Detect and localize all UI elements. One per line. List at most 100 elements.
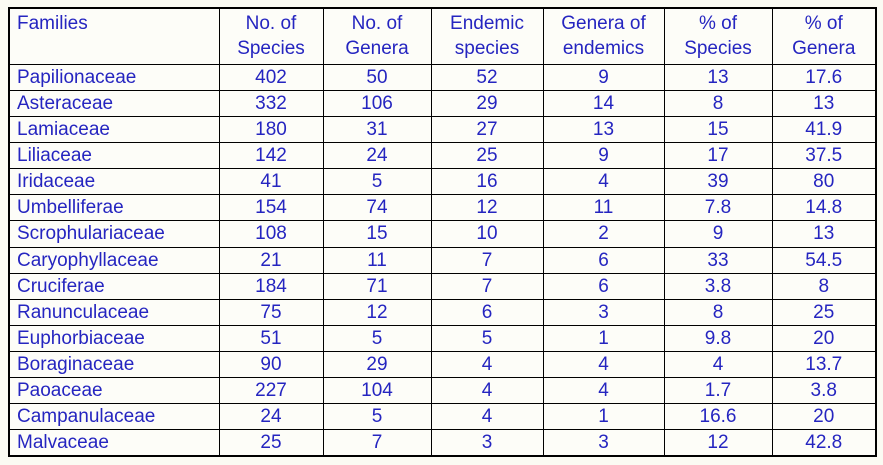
table-cell: 17.6	[771, 63, 877, 92]
table-cell: 50	[322, 63, 432, 92]
table-row: Iridaceae 41 5 16 4 39 80	[8, 168, 877, 196]
table-cell: 39	[663, 168, 773, 196]
table-cell: 11	[542, 194, 665, 222]
family-name-cell: Cruciferae	[8, 272, 220, 300]
table-cell: 13.7	[771, 350, 877, 378]
table-row: Boraginaceae 90 29 4 4 4 13.7	[8, 350, 877, 378]
table-cell: 108	[218, 220, 324, 248]
table-cell: 9	[542, 63, 665, 92]
table-cell: 5	[322, 168, 432, 196]
family-name-cell: Scrophulariaceae	[8, 220, 220, 248]
table-cell: 74	[322, 194, 432, 222]
table-cell: 52	[430, 63, 544, 92]
table-cell: 13	[542, 116, 665, 144]
table-cell: 33	[663, 246, 773, 274]
table-cell: 71	[322, 272, 432, 300]
table-cell: 4	[542, 168, 665, 196]
column-header-genera-of-endemics: Genera of endemics	[542, 7, 665, 65]
table-cell: 15	[663, 116, 773, 144]
table-cell: 21	[218, 246, 324, 274]
table-cell: 9	[663, 220, 773, 248]
table-cell: 11	[322, 246, 432, 274]
table-cell: 20	[771, 324, 877, 352]
table-cell: 4	[430, 376, 544, 405]
table-cell: 9	[542, 142, 665, 170]
table-cell: 4	[542, 350, 665, 378]
family-name-cell: Asteraceae	[8, 90, 220, 118]
table-row: Asteraceae 332 106 29 14 8 13	[8, 90, 877, 118]
column-header-endemic-species: Endemic species	[430, 7, 544, 65]
family-name-cell: Ranunculaceae	[8, 298, 220, 326]
table-row: Papilionaceae 402 50 52 9 13 17.6	[8, 63, 877, 92]
table-row: Campanulaceae 24 5 4 1 16.6 20	[8, 403, 877, 431]
table-cell: 1.7	[663, 376, 773, 405]
table-cell: 42.8	[771, 429, 877, 457]
table-cell: 7	[322, 429, 432, 457]
table-cell: 25	[771, 298, 877, 326]
table-cell: 27	[430, 116, 544, 144]
header-row: Families No. of Species No. of Genera En…	[8, 7, 877, 65]
column-header-no-of-species: No. of Species	[218, 7, 324, 65]
family-name-cell: Malvaceae	[8, 429, 220, 457]
table-cell: 37.5	[771, 142, 877, 170]
table-cell: 402	[218, 63, 324, 92]
column-header-pct-of-species: % of Species	[663, 7, 773, 65]
table-cell: 13	[771, 220, 877, 248]
table-cell: 51	[218, 324, 324, 352]
table-cell: 5	[322, 403, 432, 431]
table-cell: 4	[663, 350, 773, 378]
table-cell: 3.8	[771, 376, 877, 405]
table-row: Scrophulariaceae 108 15 10 2 9 13	[8, 220, 877, 248]
table-cell: 8	[771, 272, 877, 300]
table-cell: 20	[771, 403, 877, 431]
table-cell: 14	[542, 90, 665, 118]
table-cell: 142	[218, 142, 324, 170]
table-row: Cruciferae 184 71 7 6 3.8 8	[8, 272, 877, 300]
table-cell: 104	[322, 376, 432, 405]
table-cell: 3	[542, 429, 665, 457]
table-row: Lamiaceae 180 31 27 13 15 41.9	[8, 116, 877, 144]
family-name-cell: Boraginaceae	[8, 350, 220, 378]
table-cell: 5	[322, 324, 432, 352]
table-cell: 9.8	[663, 324, 773, 352]
table-cell: 6	[542, 272, 665, 300]
table-cell: 332	[218, 90, 324, 118]
table-cell: 31	[322, 116, 432, 144]
table-cell: 4	[430, 350, 544, 378]
table-row: Umbelliferae 154 74 12 11 7.8 14.8	[8, 194, 877, 222]
family-name-cell: Papilionaceae	[8, 63, 220, 92]
family-name-cell: Lamiaceae	[8, 116, 220, 144]
table-cell: 54.5	[771, 246, 877, 274]
table-cell: 7	[430, 272, 544, 300]
table-cell: 1	[542, 403, 665, 431]
table-cell: 8	[663, 298, 773, 326]
table-cell: 5	[430, 324, 544, 352]
table-cell: 29	[322, 350, 432, 378]
table-cell: 3.8	[663, 272, 773, 300]
column-header-no-of-genera: No. of Genera	[322, 7, 432, 65]
table-cell: 41.9	[771, 116, 877, 144]
family-name-cell: Iridaceae	[8, 168, 220, 196]
table-cell: 12	[663, 429, 773, 457]
table-cell: 13	[771, 90, 877, 118]
table-row: Paoaceae 227 104 4 4 1.7 3.8	[8, 376, 877, 405]
table-row: Malvaceae 25 7 3 3 12 42.8	[8, 429, 877, 457]
table-cell: 3	[542, 298, 665, 326]
table-cell: 16.6	[663, 403, 773, 431]
table-cell: 180	[218, 116, 324, 144]
table-cell: 24	[218, 403, 324, 431]
table-cell: 6	[542, 246, 665, 274]
table-cell: 12	[430, 194, 544, 222]
table-cell: 227	[218, 376, 324, 405]
table-cell: 4	[430, 403, 544, 431]
table-cell: 25	[218, 429, 324, 457]
table-cell: 15	[322, 220, 432, 248]
table-cell: 1	[542, 324, 665, 352]
table-cell: 24	[322, 142, 432, 170]
column-header-families: Families	[8, 7, 220, 65]
table-cell: 4	[542, 376, 665, 405]
table-cell: 8	[663, 90, 773, 118]
family-name-cell: Liliaceae	[8, 142, 220, 170]
table-cell: 14.8	[771, 194, 877, 222]
table-cell: 2	[542, 220, 665, 248]
